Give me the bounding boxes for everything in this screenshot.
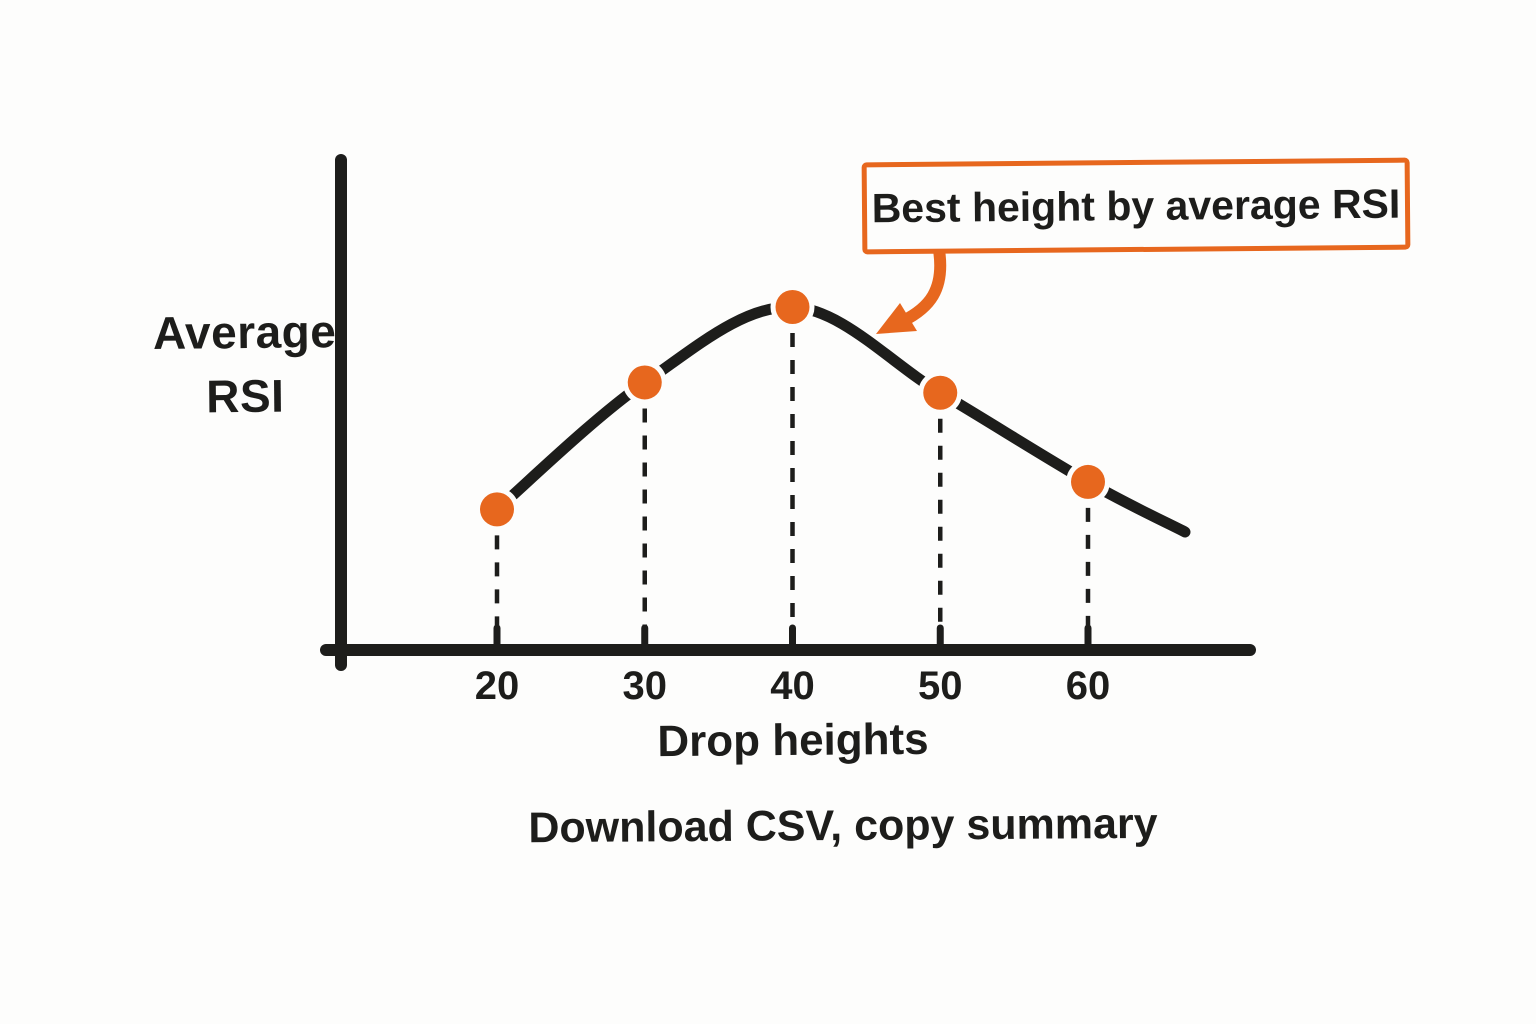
annotation-arrowhead-icon [876, 303, 917, 334]
y-axis-label-line2: RSI [205, 369, 285, 423]
annotation-arrow-stem [897, 244, 947, 327]
y-axis-label-line1: Average [152, 305, 337, 359]
annotation-callout: Best height by average RSI [861, 157, 1411, 255]
marker-group [480, 290, 1105, 527]
footer-note: Download CSV, copy summary [528, 799, 1158, 853]
x-axis-title: Drop heights [657, 714, 929, 767]
x-tick-label: 40 [770, 664, 815, 708]
x-tick-label: 60 [1065, 664, 1111, 708]
data-point-marker [627, 365, 662, 400]
data-point-marker [923, 375, 958, 410]
dropline-group [494, 333, 1091, 644]
data-point-marker [1071, 464, 1105, 499]
data-point-marker [480, 492, 514, 527]
x-tick-label: 20 [474, 664, 520, 708]
x-tick-label: 50 [918, 664, 963, 708]
data-point-marker [775, 290, 810, 324]
x-tick-label: 30 [622, 664, 668, 708]
y-axis-label: Average RSI [119, 299, 370, 430]
annotation-text: Best height by average RSI [871, 180, 1401, 231]
x-tick-group [493, 624, 1092, 652]
